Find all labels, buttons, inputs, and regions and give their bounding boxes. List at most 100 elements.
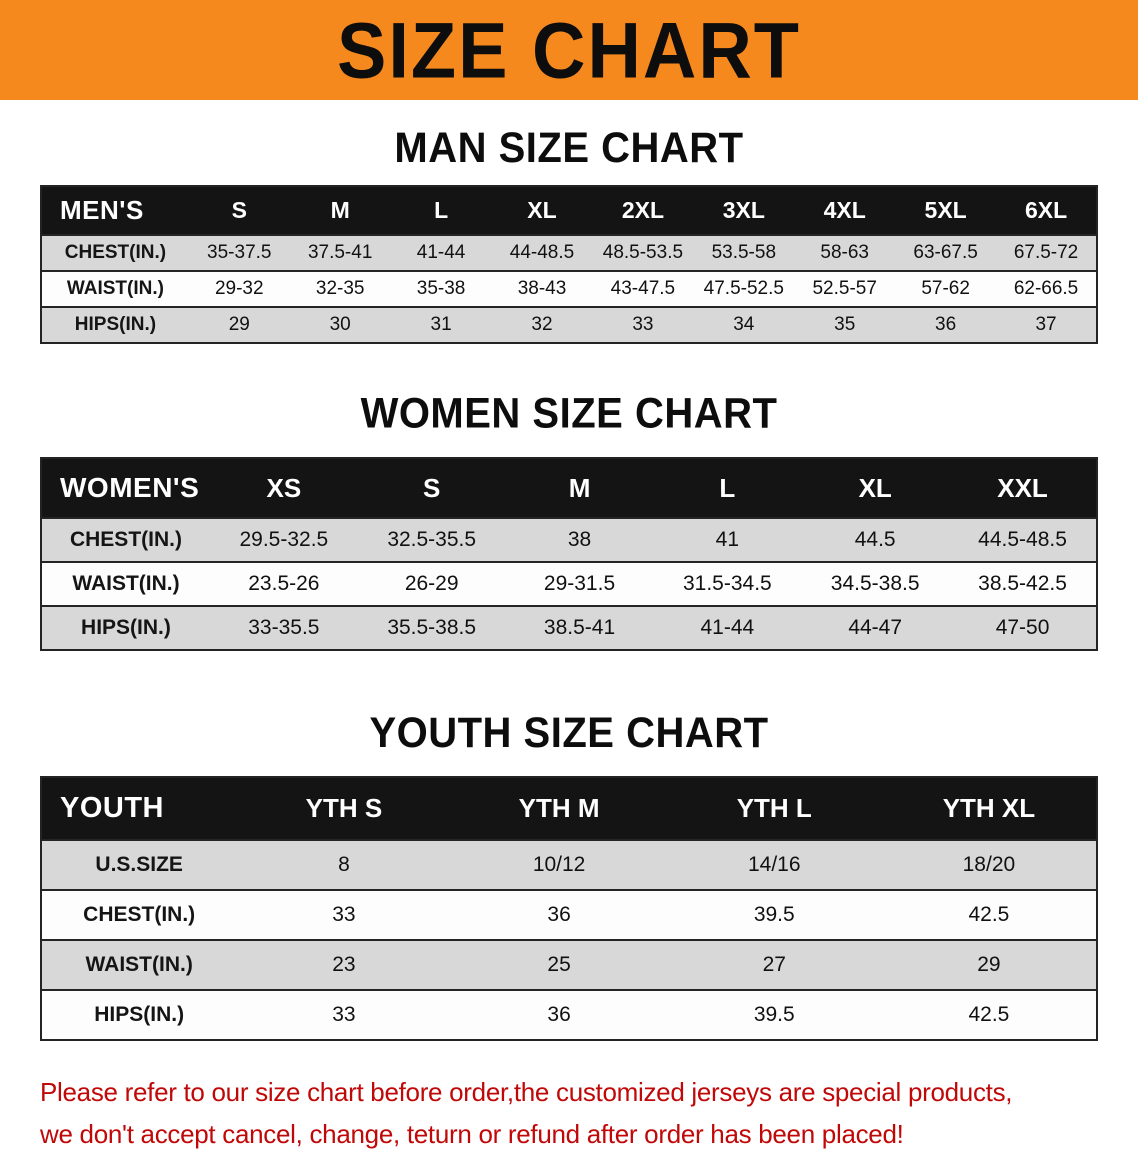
size-header-cell: XL: [527, 197, 557, 223]
disclaimer-line-2: we don't accept cancel, change, teturn o…: [40, 1119, 904, 1150]
size-value-cell: 34.5-38.5: [830, 572, 920, 595]
table-header-row: WOMEN'S XS S M L XL XXL: [41, 458, 1097, 518]
table-header-row: MEN'S S M L XL 2XL 3XL 4XL 5XL 6XL: [41, 186, 1097, 235]
row-label: CHEST(IN.): [83, 903, 196, 926]
measurement-row: CHEST(IN.) 29.5-32.5 32.5-35.5 38 41 44.5 44.5…: [41, 518, 1097, 562]
size-value-cell: 39.5: [753, 1003, 795, 1026]
row-label: HIPS(IN.): [81, 616, 171, 639]
size-value-cell: 29: [228, 314, 250, 335]
size-value-cell: 26-29: [404, 572, 459, 595]
table-title-cell: MEN'S: [60, 195, 144, 225]
size-value-cell: 41-44: [416, 242, 466, 263]
youth-chart-heading: YOUTH SIZE CHART: [369, 709, 769, 757]
size-value-cell: 43-47.5: [610, 278, 676, 299]
size-value-cell: 58-63: [820, 242, 870, 263]
size-header-cell: M: [330, 197, 350, 223]
women-size-section: WOMEN SIZE CHART WOMEN'S XS S M L XL XXL CHEST(…: [0, 390, 1138, 651]
size-value-cell: 31.5-34.5: [682, 572, 772, 595]
row-label: WAIST(IN.): [85, 953, 193, 976]
table-title-cell: YOUTH: [60, 792, 164, 824]
size-value-cell: 38.5-41: [543, 616, 616, 639]
size-value-cell: 23.5-26: [248, 572, 320, 595]
size-value-cell: 44.5-48.5: [978, 528, 1067, 551]
size-value-cell: 48.5-53.5: [602, 242, 684, 263]
table-title-cell: WOMEN'S: [60, 472, 200, 503]
size-value-cell: 33-35.5: [248, 616, 320, 639]
row-label: HIPS(IN.): [94, 1003, 185, 1026]
size-header-cell: XXL: [997, 472, 1048, 503]
row-label: CHEST(IN.): [64, 242, 167, 263]
size-header-cell: 4XL: [823, 197, 866, 223]
women-chart-heading: WOMEN SIZE CHART: [360, 390, 778, 438]
size-value-cell: 38.5-42.5: [978, 572, 1067, 595]
size-value-cell: 67.5-72: [1013, 242, 1079, 263]
size-value-cell: 44-47: [848, 616, 903, 639]
size-header-cell: S: [231, 197, 247, 223]
women-size-table: WOMEN'S XS S M L XL XXL CHEST(IN.) 29.5-32.5 32.5…: [40, 457, 1098, 651]
size-header-cell: 5XL: [924, 197, 967, 223]
size-value-cell: 14/16: [747, 853, 801, 876]
size-value-cell: 33: [332, 1003, 356, 1026]
row-label: HIPS(IN.): [74, 314, 157, 335]
size-value-cell: 8: [338, 853, 350, 876]
measurement-row: HIPS(IN.) 33 36 39.5 42.5: [41, 990, 1097, 1040]
men-size-table: MEN'S S M L XL 2XL 3XL 4XL 5XL 6XL CHEST(IN.) 35-37…: [40, 185, 1098, 344]
size-value-cell: 32: [531, 314, 553, 335]
size-value-cell: 33: [332, 903, 356, 926]
size-value-cell: 34: [733, 314, 755, 335]
size-value-cell: 62-66.5: [1013, 278, 1079, 299]
size-value-cell: 29.5-32.5: [239, 528, 329, 551]
size-value-cell: 35.5-38.5: [387, 616, 477, 639]
size-value-cell: 44.5: [854, 528, 896, 551]
size-value-cell: 39.5: [753, 903, 795, 926]
size-value-cell: 36: [935, 314, 957, 335]
youth-size-table: YOUTH YTH S YTH M YTH L YTH XL U.S.SIZE 8 10/12…: [40, 776, 1098, 1041]
measurement-row: WAIST(IN.) 23.5-26 26-29 29-31.5 31.5-34.5 34…: [41, 562, 1097, 606]
size-header-cell: M: [568, 472, 591, 503]
size-value-cell: 25: [547, 953, 571, 976]
size-value-cell: 44-48.5: [509, 242, 575, 263]
size-value-cell: 29-31.5: [543, 572, 616, 595]
disclaimer-line-1: Please refer to our size chart before or…: [40, 1077, 1013, 1107]
measurement-row: U.S.SIZE 8 10/12 14/16 18/20: [41, 840, 1097, 890]
size-value-cell: 36: [547, 903, 571, 926]
size-value-cell: 29-32: [214, 278, 264, 299]
size-value-cell: 31: [430, 314, 452, 335]
size-value-cell: 38-43: [517, 278, 567, 299]
size-header-cell: L: [434, 197, 449, 223]
size-header-cell: YTH XL: [942, 793, 1036, 823]
men-chart-heading: MAN SIZE CHART: [394, 124, 744, 172]
size-value-cell: 37: [1035, 314, 1057, 335]
order-disclaimer: Please refer to our size chart before or…: [40, 1071, 1128, 1155]
size-value-cell: 18/20: [962, 853, 1016, 876]
size-value-cell: 30: [329, 314, 351, 335]
size-value-cell: 27: [762, 953, 786, 976]
size-header-cell: S: [423, 472, 441, 503]
size-value-cell: 29: [977, 953, 1001, 976]
size-value-cell: 10/12: [532, 853, 586, 876]
table-header-row: YOUTH YTH S YTH M YTH L YTH XL: [41, 777, 1097, 840]
measurement-row: CHEST(IN.) 35-37.5 37.5-41 41-44 44-48.5 48.5…: [41, 235, 1097, 271]
size-header-cell: XS: [266, 472, 302, 503]
size-value-cell: 57-62: [921, 278, 970, 299]
size-value-cell: 33: [632, 314, 654, 335]
size-value-cell: 53.5-58: [711, 242, 777, 263]
size-header-cell: 3XL: [722, 197, 765, 223]
size-value-cell: 38: [567, 528, 592, 551]
size-value-cell: 32-35: [315, 278, 365, 299]
measurement-row: CHEST(IN.) 33 36 39.5 42.5: [41, 890, 1097, 940]
size-value-cell: 35: [834, 314, 856, 335]
size-value-cell: 37.5-41: [307, 242, 373, 263]
size-header-cell: YTH M: [518, 793, 600, 823]
row-label: WAIST(IN.): [66, 278, 164, 299]
row-label: CHEST(IN.): [69, 528, 182, 551]
size-header-cell: 2XL: [621, 197, 664, 223]
size-header-cell: 6XL: [1024, 197, 1068, 223]
size-value-cell: 47-50: [995, 616, 1050, 639]
size-value-cell: 36: [547, 1003, 571, 1026]
size-header-cell: YTH S: [305, 793, 383, 823]
size-header-cell: YTH L: [736, 793, 812, 823]
size-value-cell: 35-37.5: [207, 242, 272, 263]
size-value-cell: 42.5: [968, 903, 1010, 926]
